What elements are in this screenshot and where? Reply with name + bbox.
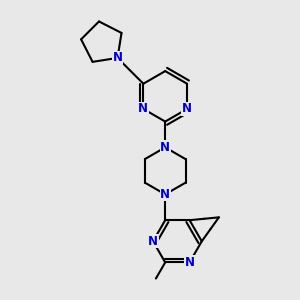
Text: N: N bbox=[112, 51, 123, 64]
Text: N: N bbox=[160, 141, 170, 154]
Text: N: N bbox=[160, 188, 170, 201]
Text: N: N bbox=[138, 102, 148, 116]
Text: N: N bbox=[184, 256, 195, 269]
Text: N: N bbox=[148, 235, 158, 248]
Text: N: N bbox=[182, 102, 192, 116]
